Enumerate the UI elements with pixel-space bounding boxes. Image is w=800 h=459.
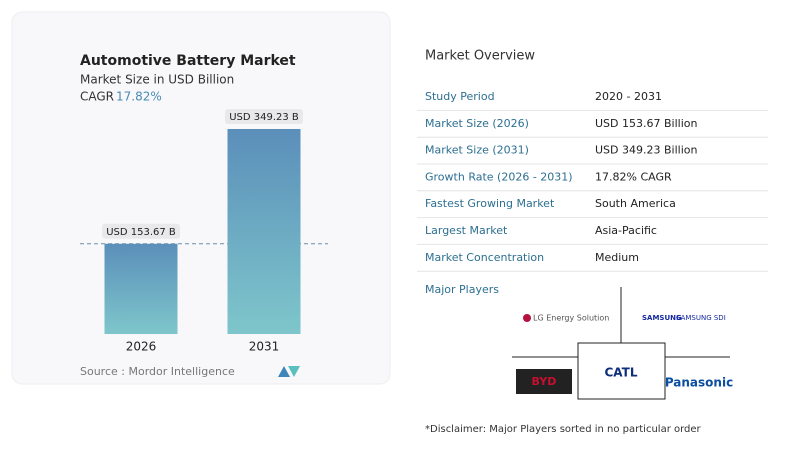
bar — [104, 243, 178, 334]
row-value: USD 349.23 Billion — [595, 144, 697, 157]
value-label-bg — [225, 109, 303, 124]
chart-subtitle: Market Size in USD Billion — [80, 73, 234, 87]
value-label: USD 349.23 B — [229, 112, 299, 123]
row-label: Market Size (2031) — [425, 144, 529, 157]
player-logo: CATL — [605, 366, 638, 380]
row-label: Market Size (2026) — [425, 117, 529, 130]
row-value: South America — [595, 197, 676, 210]
byd-logo-bg — [516, 369, 572, 394]
value-label-bg — [102, 223, 180, 239]
row-label: Largest Market — [425, 224, 508, 237]
player-logo: SAMSUNG SDI — [676, 314, 726, 322]
lg-icon — [523, 314, 531, 322]
player-logo: LG Energy Solution — [533, 314, 609, 323]
players-grid — [512, 287, 730, 400]
bar — [227, 129, 301, 334]
cagr-label: CAGR — [80, 90, 114, 104]
row-label: Fastest Growing Market — [425, 197, 555, 210]
x-tick-label: 2031 — [249, 340, 280, 354]
player-logo: SAMSUNG — [642, 314, 682, 322]
cagr-value: 17.82% — [116, 90, 162, 104]
x-tick-label: 2026 — [126, 340, 157, 354]
row-label: Growth Rate (2026 - 2031) — [425, 170, 573, 183]
row-label: Market Concentration — [425, 251, 544, 264]
value-label: USD 153.67 B — [106, 227, 176, 238]
players-title: Major Players — [425, 283, 499, 296]
source: Source : Mordor Intelligence — [80, 365, 235, 378]
row-value: 2020 - 2031 — [595, 90, 662, 103]
chart-title: Automotive Battery Market — [80, 53, 296, 69]
player-logo: Panasonic — [665, 376, 733, 390]
player-logo: BYD — [532, 375, 557, 388]
overview-title: Market Overview — [425, 49, 535, 64]
row-label: Study Period — [425, 90, 495, 103]
row-value: 17.82% CAGR — [595, 170, 672, 183]
row-value: Asia-Pacific — [595, 224, 657, 237]
logo — [278, 366, 300, 377]
row-value: Medium — [595, 251, 639, 264]
disclaimer: *Disclaimer: Major Players sorted in no … — [425, 424, 702, 435]
row-value: USD 153.67 Billion — [595, 117, 697, 130]
